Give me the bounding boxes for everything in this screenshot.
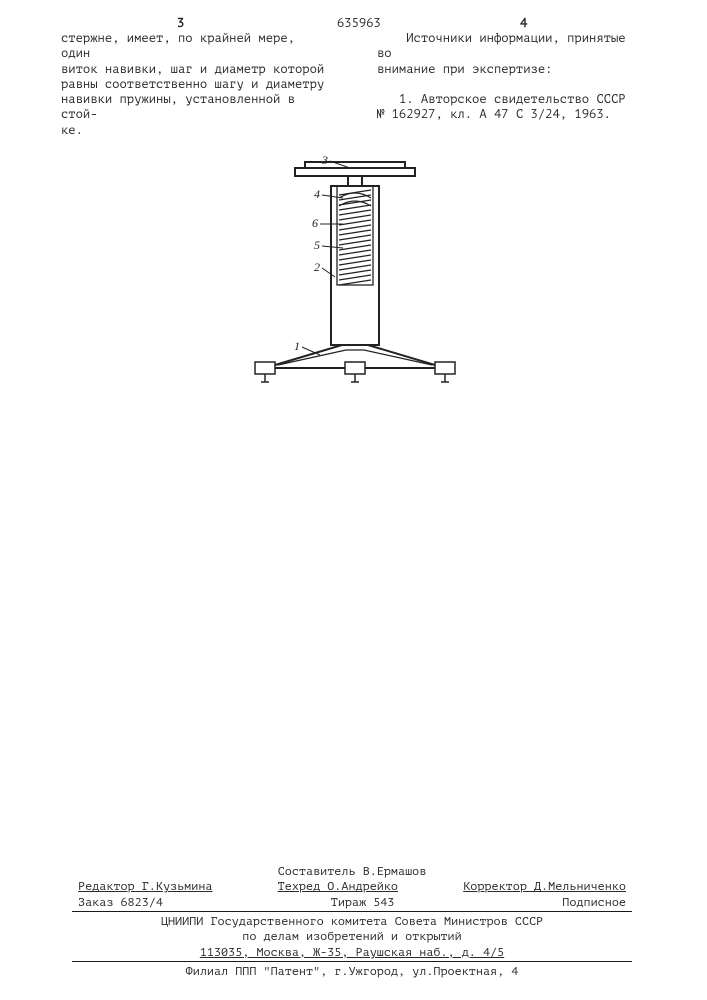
org-line-2: по делам изобретений и открытий — [72, 929, 632, 944]
corrector: Корректор Д.Мельниченко — [463, 879, 626, 894]
colophon: Составитель В.Ермашов Редактор Г.Кузьмин… — [72, 864, 632, 979]
figure-diagram: 3 4 6 5 2 1 — [200, 150, 510, 420]
svg-text:3: 3 — [321, 153, 328, 167]
tirazh: Тираж 543 — [331, 895, 395, 910]
figure-svg: 3 4 6 5 2 1 — [200, 150, 510, 420]
svg-text:5: 5 — [314, 238, 320, 252]
divider-1 — [72, 911, 632, 912]
compiler: Составитель В.Ермашов — [72, 864, 632, 879]
subscr: Подписное — [562, 895, 626, 910]
techred: Техред О.Андрейко — [278, 879, 398, 894]
svg-text:2: 2 — [314, 260, 320, 274]
svg-text:6: 6 — [312, 216, 318, 230]
order: Заказ 6823/4 — [78, 895, 163, 910]
patent-number: 635963 — [337, 16, 381, 31]
page-num-left: 3 — [177, 16, 184, 31]
page-num-right: 4 — [520, 16, 527, 31]
addr-1: 113035, Москва, Ж-35, Раушская наб., д. … — [72, 945, 632, 960]
addr-2: Филиал ППП "Патент", г.Ужгород, ул.Проек… — [72, 964, 632, 979]
left-column-text: стержне, имеет, по крайней мере, один ви… — [61, 31, 326, 138]
editor: Редактор Г.Кузьмина — [78, 879, 213, 894]
divider-2 — [72, 961, 632, 962]
org-line-1: ЦНИИПИ Государственного комитета Совета … — [72, 914, 632, 929]
svg-text:1: 1 — [294, 339, 300, 353]
svg-text:4: 4 — [314, 187, 320, 201]
right-column-text: Источники информации, принятые во вниман… — [377, 31, 642, 123]
